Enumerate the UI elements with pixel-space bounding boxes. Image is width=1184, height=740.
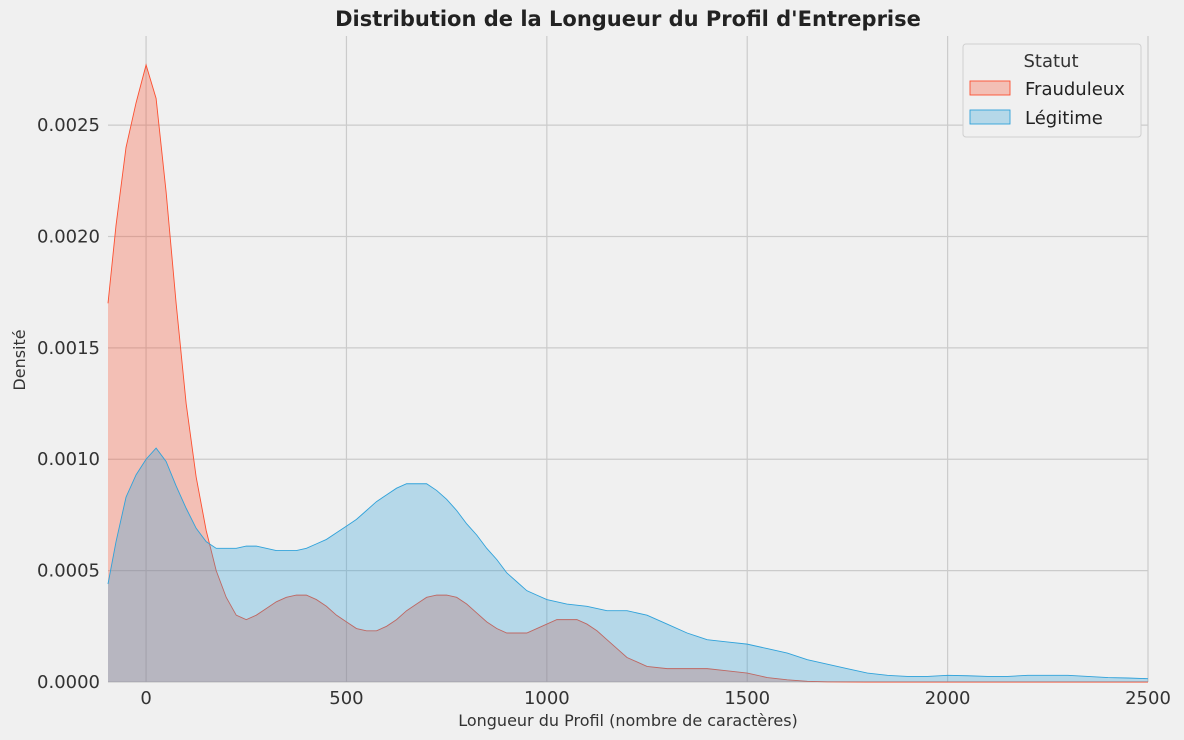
x-tick-label: 0: [140, 688, 151, 709]
y-tick-label: 0.0010: [37, 449, 100, 470]
legend: Statut Frauduleux Légitime: [962, 43, 1142, 138]
axis-ticks: 0.0000 0.0005 0.0010 0.0015 0.0020 0.0025 0 500…: [37, 115, 1171, 709]
y-tick-label: 0.0025: [37, 115, 100, 136]
legend-swatch: [969, 80, 1011, 96]
y-axis-label: Densité: [10, 329, 29, 390]
x-tick-label: 1000: [524, 688, 570, 709]
series-area-légitime: [108, 448, 1148, 682]
y-tick-label: 0.0005: [37, 561, 100, 582]
x-tick-label: 2000: [925, 688, 971, 709]
y-tick-label: 0.0020: [37, 226, 100, 247]
legend-label: Légitime: [1025, 108, 1103, 129]
series-area-frauduleux: [108, 64, 1148, 682]
legend-box: [962, 43, 1142, 138]
legend-swatch: [969, 109, 1011, 125]
series-line-frauduleux: [107, 63, 1148, 683]
x-tick-label: 2500: [1125, 688, 1171, 709]
grid: [108, 36, 1149, 683]
legend-items: Frauduleux Légitime: [969, 79, 1125, 129]
y-tick-label: 0.0015: [37, 338, 100, 359]
plot-area: [107, 63, 1149, 683]
legend-label: Frauduleux: [1025, 79, 1125, 100]
x-tick-label: 1500: [724, 688, 770, 709]
chart-title: Distribution de la Longueur du Profil d'…: [335, 7, 921, 31]
series-line-légitime: [107, 447, 1149, 680]
legend-title: Statut: [1023, 51, 1078, 72]
y-tick-label: 0.0000: [37, 672, 100, 693]
x-tick-label: 500: [329, 688, 363, 709]
x-axis-label: Longueur du Profil (nombre de caractères…: [458, 711, 798, 730]
